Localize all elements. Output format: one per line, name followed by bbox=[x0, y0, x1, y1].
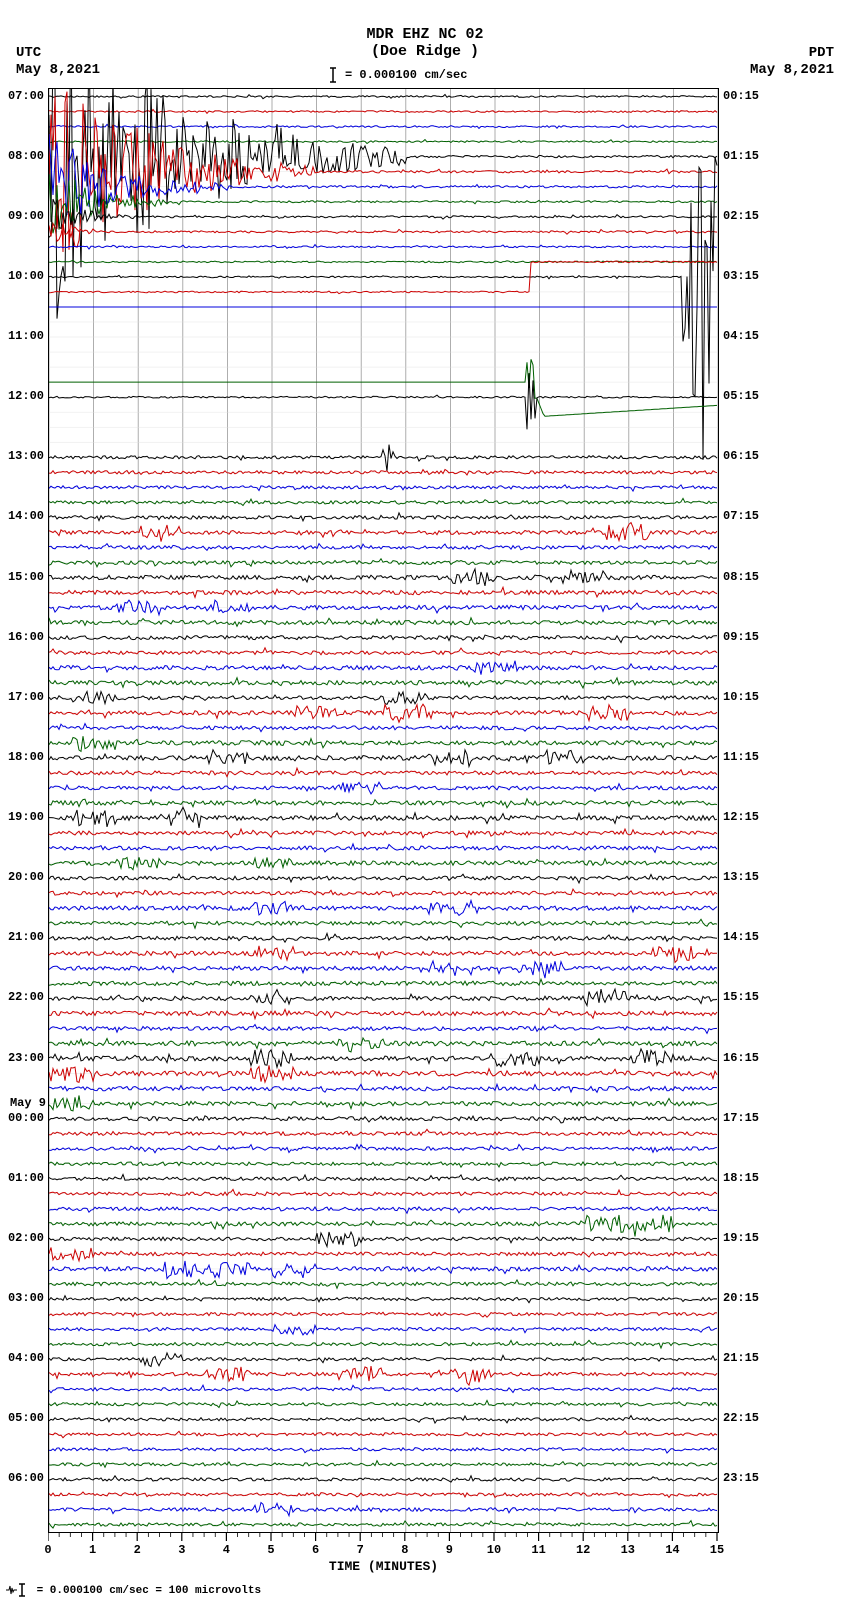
footer-scale-text: = 0.000100 cm/sec = 100 microvolts bbox=[37, 1585, 261, 1597]
scale-marker: = 0.000100 cm/sec bbox=[325, 66, 435, 88]
station-code: MDR EHZ NC 02 bbox=[0, 26, 850, 43]
right-hour-label: 18:15 bbox=[723, 1171, 759, 1185]
tz-left: UTC May 8,2021 bbox=[16, 45, 100, 79]
right-hour-label: 22:15 bbox=[723, 1411, 759, 1425]
right-time-labels: 00:15 01:15 02:15 03:15 04:15 05:15 06:15 07:15… bbox=[721, 88, 767, 1531]
left-hour-label: 18:00 bbox=[8, 750, 44, 764]
right-hour-label: 15:15 bbox=[723, 990, 759, 1004]
x-tick-label: 10 bbox=[487, 1543, 501, 1557]
chart-header: MDR EHZ NC 02 (Doe Ridge ) bbox=[0, 26, 850, 61]
x-tick-label: 8 bbox=[401, 1543, 408, 1557]
right-hour-label: 00:15 bbox=[723, 89, 759, 103]
right-hour-label: 19:15 bbox=[723, 1231, 759, 1245]
tz-right-date: May 8,2021 bbox=[750, 62, 834, 79]
x-tick-label: 0 bbox=[44, 1543, 51, 1557]
right-hour-label: 07:15 bbox=[723, 509, 759, 523]
x-tick-label: 7 bbox=[357, 1543, 364, 1557]
x-tick-label: 6 bbox=[312, 1543, 319, 1557]
left-hour-label: 07:00 bbox=[8, 89, 44, 103]
helicorder-svg bbox=[49, 89, 718, 1532]
right-hour-label: 12:15 bbox=[723, 810, 759, 824]
left-hour-label: 00:00 bbox=[8, 1111, 44, 1125]
right-hour-label: 04:15 bbox=[723, 329, 759, 343]
left-hour-label: 22:00 bbox=[8, 990, 44, 1004]
x-tick-label: 11 bbox=[531, 1543, 545, 1557]
x-tick-label: 13 bbox=[621, 1543, 635, 1557]
x-tick-label: 2 bbox=[134, 1543, 141, 1557]
right-hour-label: 13:15 bbox=[723, 870, 759, 884]
left-hour-label: 16:00 bbox=[8, 630, 44, 644]
tz-left-tz: UTC bbox=[16, 45, 100, 62]
helicorder-plot bbox=[48, 88, 719, 1533]
x-tick-label: 5 bbox=[267, 1543, 274, 1557]
right-hour-label: 02:15 bbox=[723, 209, 759, 223]
left-hour-label: 04:00 bbox=[8, 1351, 44, 1365]
x-tick-label: 4 bbox=[223, 1543, 230, 1557]
right-hour-label: 17:15 bbox=[723, 1111, 759, 1125]
left-hour-label: 14:00 bbox=[8, 509, 44, 523]
right-hour-label: 16:15 bbox=[723, 1051, 759, 1065]
right-hour-label: 10:15 bbox=[723, 690, 759, 704]
left-hour-label: 23:00 bbox=[8, 1051, 44, 1065]
left-hour-label: 01:00 bbox=[8, 1171, 44, 1185]
tz-left-date: May 8,2021 bbox=[16, 62, 100, 79]
right-hour-label: 14:15 bbox=[723, 930, 759, 944]
right-hour-label: 03:15 bbox=[723, 269, 759, 283]
tz-right-tz: PDT bbox=[750, 45, 834, 62]
left-hour-label: 10:00 bbox=[8, 269, 44, 283]
left-hour-label: 08:00 bbox=[8, 149, 44, 163]
left-hour-label: 05:00 bbox=[8, 1411, 44, 1425]
footer-scale-icon bbox=[6, 1583, 30, 1597]
right-hour-label: 09:15 bbox=[723, 630, 759, 644]
left-hour-label: 12:00 bbox=[8, 389, 44, 403]
right-hour-label: 21:15 bbox=[723, 1351, 759, 1365]
x-tick-label: 3 bbox=[178, 1543, 185, 1557]
x-tick-label: 1 bbox=[89, 1543, 96, 1557]
left-hour-label: 09:00 bbox=[8, 209, 44, 223]
station-name: (Doe Ridge ) bbox=[0, 43, 850, 60]
right-hour-label: 01:15 bbox=[723, 149, 759, 163]
right-hour-label: 06:15 bbox=[723, 449, 759, 463]
left-hour-label: 21:00 bbox=[8, 930, 44, 944]
left-hour-label: 02:00 bbox=[8, 1231, 44, 1245]
left-hour-label: 11:00 bbox=[8, 329, 44, 343]
left-hour-label: 17:00 bbox=[8, 690, 44, 704]
x-tick-label: 12 bbox=[576, 1543, 590, 1557]
left-hour-label: 20:00 bbox=[8, 870, 44, 884]
right-hour-label: 11:15 bbox=[723, 750, 759, 764]
right-hour-label: 20:15 bbox=[723, 1291, 759, 1305]
left-hour-label: 06:00 bbox=[8, 1471, 44, 1485]
footer-scale: = 0.000100 cm/sec = 100 microvolts bbox=[6, 1583, 261, 1597]
scale-text: = 0.000100 cm/sec bbox=[345, 68, 467, 82]
left-hour-label: 03:00 bbox=[8, 1291, 44, 1305]
page: MDR EHZ NC 02 (Doe Ridge ) = 0.000100 cm… bbox=[0, 0, 850, 1613]
x-tick-label: 14 bbox=[665, 1543, 679, 1557]
left-date2: May 9 bbox=[0, 1096, 46, 1110]
right-hour-label: 08:15 bbox=[723, 570, 759, 584]
x-tick-label: 9 bbox=[446, 1543, 453, 1557]
left-hour-label: 13:00 bbox=[8, 449, 44, 463]
x-axis-label: TIME (MINUTES) bbox=[329, 1559, 438, 1574]
tz-right: PDT May 8,2021 bbox=[750, 45, 834, 79]
right-hour-label: 05:15 bbox=[723, 389, 759, 403]
right-hour-label: 23:15 bbox=[723, 1471, 759, 1485]
x-tick-label: 15 bbox=[710, 1543, 724, 1557]
left-hour-label: 15:00 bbox=[8, 570, 44, 584]
left-time-labels: 07:00 08:00 09:00 10:00 11:00 12:00 13:00 14:00… bbox=[0, 88, 46, 1531]
left-hour-label: 19:00 bbox=[8, 810, 44, 824]
